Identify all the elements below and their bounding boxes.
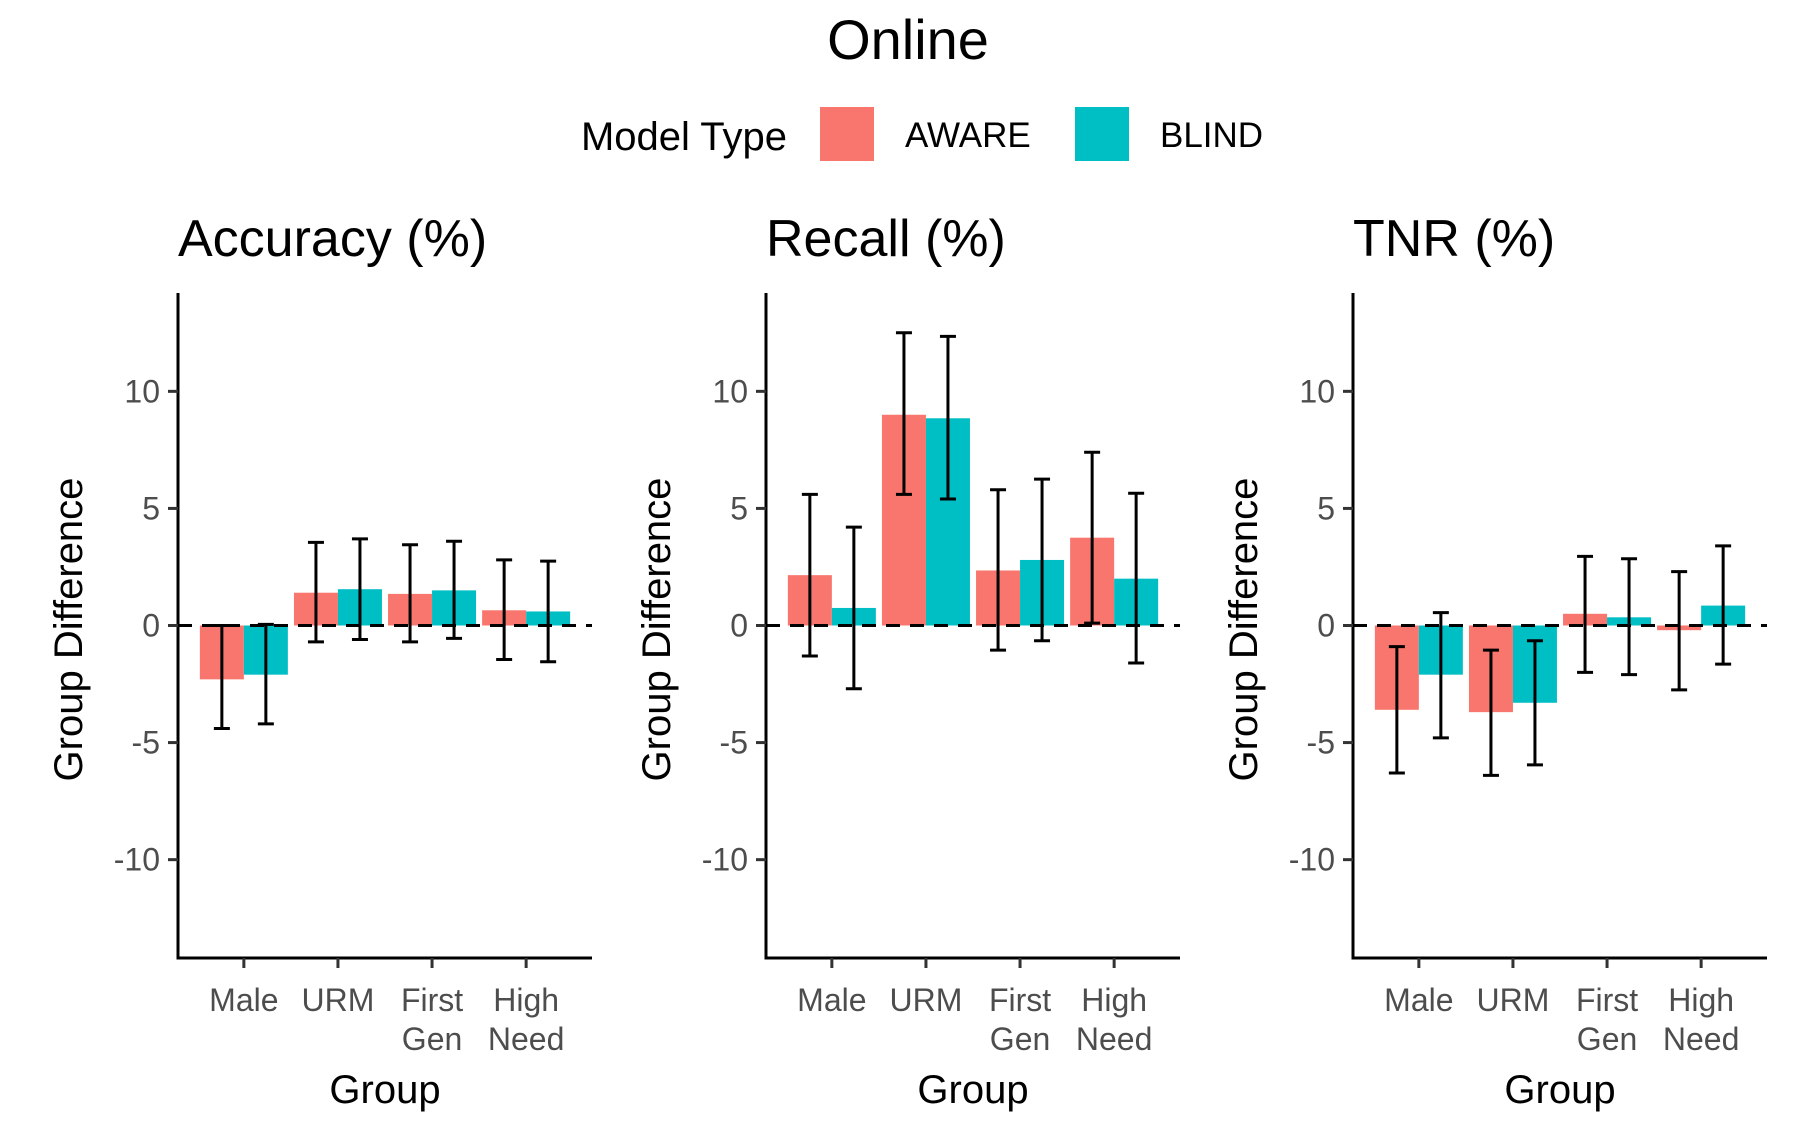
y-tick-label: -5 xyxy=(720,725,748,761)
x-tick-label: High xyxy=(1081,982,1147,1018)
x-tick-label: High xyxy=(1668,982,1734,1018)
x-tick-label: URM xyxy=(1477,982,1550,1018)
y-tick-label: 10 xyxy=(124,373,160,409)
y-tick-label: -5 xyxy=(132,725,160,761)
chart-title: Online xyxy=(827,8,989,71)
y-axis-title: Group Difference xyxy=(1222,478,1266,782)
x-tick-label: Male xyxy=(797,982,866,1018)
x-axis-title: Group xyxy=(329,1068,440,1112)
x-tick-label: URM xyxy=(890,982,963,1018)
x-tick-label: Gen xyxy=(990,1021,1050,1057)
panel-title: TNR (%) xyxy=(1353,210,1555,268)
legend-label-aware: AWARE xyxy=(905,116,1031,155)
y-axis-title: Group Difference xyxy=(47,478,91,782)
x-tick-label: Male xyxy=(209,982,278,1018)
legend: Model Type AWARE BLIND xyxy=(581,107,1263,161)
x-tick-label: Need xyxy=(1076,1021,1153,1057)
x-tick-label: First xyxy=(989,982,1051,1018)
y-tick-label: 10 xyxy=(1299,373,1335,409)
x-tick-label: Need xyxy=(488,1021,565,1057)
y-tick-label: 5 xyxy=(730,490,748,526)
x-tick-label: High xyxy=(493,982,559,1018)
panel-title: Accuracy (%) xyxy=(178,210,487,268)
y-tick-label: 10 xyxy=(712,373,748,409)
x-tick-label: First xyxy=(1576,982,1638,1018)
y-tick-label: -5 xyxy=(1307,725,1335,761)
y-tick-label: -10 xyxy=(114,842,160,878)
x-tick-label: First xyxy=(401,982,463,1018)
y-tick-label: 5 xyxy=(142,490,160,526)
legend-swatch-blind xyxy=(1075,107,1129,161)
x-tick-label: Male xyxy=(1384,982,1453,1018)
y-axis-title: Group Difference xyxy=(635,478,679,782)
legend-label-blind: BLIND xyxy=(1160,116,1263,155)
y-tick-label: 0 xyxy=(142,608,160,644)
x-tick-label: Need xyxy=(1663,1021,1740,1057)
x-tick-label: Gen xyxy=(402,1021,462,1057)
x-tick-label: Gen xyxy=(1577,1021,1637,1057)
legend-title: Model Type xyxy=(581,115,787,159)
y-tick-label: 0 xyxy=(1317,608,1335,644)
y-tick-label: 0 xyxy=(730,608,748,644)
y-tick-label: 5 xyxy=(1317,490,1335,526)
x-tick-label: URM xyxy=(302,982,375,1018)
y-tick-label: -10 xyxy=(1289,842,1335,878)
x-axis-title: Group xyxy=(1504,1068,1615,1112)
y-tick-label: -10 xyxy=(702,842,748,878)
legend-swatch-aware xyxy=(820,107,874,161)
panel-title: Recall (%) xyxy=(766,210,1006,268)
x-axis-title: Group xyxy=(917,1068,1028,1112)
